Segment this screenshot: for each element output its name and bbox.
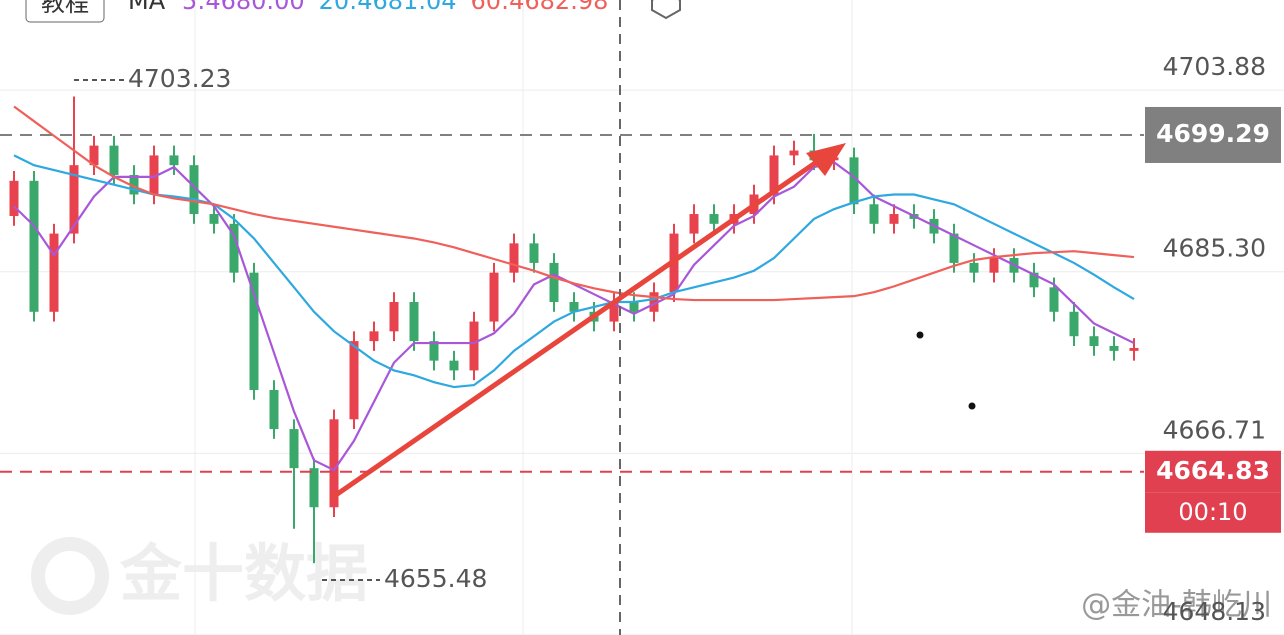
candle-body xyxy=(9,180,19,216)
candle-body xyxy=(629,302,639,312)
candle-body xyxy=(149,155,159,195)
ma-line xyxy=(13,105,1135,302)
y-tick-label: 4703.88 xyxy=(1163,52,1266,81)
candle-body xyxy=(389,302,399,332)
countdown-badge xyxy=(1145,492,1281,533)
price-badge xyxy=(1145,450,1281,493)
candle-body xyxy=(1069,311,1079,337)
candle-body xyxy=(69,165,79,234)
watermark-brand: 金十数据 xyxy=(119,537,368,610)
candle-body xyxy=(109,145,119,175)
watermark-author: @金油-韩屹川 xyxy=(1081,588,1272,623)
y-tick-label: 4648.13 xyxy=(1163,597,1266,626)
candle-body xyxy=(1089,336,1099,346)
low-label: 4655.48 xyxy=(384,564,487,593)
candle-body xyxy=(689,214,699,234)
candle-body xyxy=(549,262,559,303)
candle-body xyxy=(169,155,179,166)
candle-body xyxy=(769,155,779,195)
candle-body xyxy=(489,272,499,322)
ma-line xyxy=(13,154,1135,389)
candle-body xyxy=(329,419,339,508)
candle-body xyxy=(49,233,59,312)
price-badge-label: 4664.83 xyxy=(1156,456,1270,485)
candle-body xyxy=(949,233,959,263)
candle-body xyxy=(989,258,999,273)
candle-body xyxy=(869,204,879,224)
tutorial-button[interactable] xyxy=(25,0,105,23)
tutorial-label[interactable]: 教程 xyxy=(41,0,89,17)
candle-body xyxy=(529,243,539,263)
plot xyxy=(0,89,1284,635)
candle-body xyxy=(569,302,579,312)
candle-body xyxy=(189,165,199,215)
candle-body xyxy=(229,223,239,273)
ma-legend: 60:4682.98 xyxy=(470,0,608,15)
candle-body xyxy=(349,341,359,420)
candle-body xyxy=(1129,347,1139,351)
ma-legend: 5:4680.00 xyxy=(182,0,305,15)
settings-icon[interactable] xyxy=(651,0,681,20)
candle-body xyxy=(649,292,659,312)
ma-legend: 20:4681.04 xyxy=(319,0,457,15)
candle-body xyxy=(609,302,619,322)
candle-body xyxy=(709,214,719,224)
candle-body xyxy=(29,180,39,312)
candle-body xyxy=(509,243,519,273)
countdown: 00:10 xyxy=(1178,498,1247,526)
candle-body xyxy=(969,262,979,273)
dot xyxy=(916,331,924,339)
candle-body xyxy=(409,302,419,342)
candle-body xyxy=(889,214,899,224)
candle-body xyxy=(1109,345,1119,351)
candle-body xyxy=(209,214,219,224)
candle-body xyxy=(849,157,859,205)
candle-body xyxy=(89,145,99,166)
candle-body xyxy=(1049,287,1059,312)
candle-body xyxy=(449,360,459,371)
candle-body xyxy=(309,468,319,508)
high-label: 4703.23 xyxy=(128,64,231,93)
candle-body xyxy=(269,389,279,430)
header: 教程 MA xyxy=(25,0,681,23)
dot xyxy=(968,402,976,410)
candle-body xyxy=(129,174,139,195)
candle-body xyxy=(429,341,439,361)
candle-body xyxy=(289,429,299,469)
ma-label: MA xyxy=(128,0,166,15)
y-tick-label: 4685.30 xyxy=(1163,234,1266,263)
candle-body xyxy=(789,150,799,156)
candle-body xyxy=(249,272,259,390)
watermark: 金十数据 @金油-韩屹川 xyxy=(31,537,1272,623)
candle-body xyxy=(369,331,379,342)
price-badge xyxy=(1145,106,1281,163)
y-tick-label: 4666.71 xyxy=(1163,415,1266,444)
price-badge-label: 4699.29 xyxy=(1156,119,1270,148)
candle-body xyxy=(1029,272,1039,288)
trend-arrow xyxy=(330,143,846,500)
candle-body xyxy=(469,321,479,371)
